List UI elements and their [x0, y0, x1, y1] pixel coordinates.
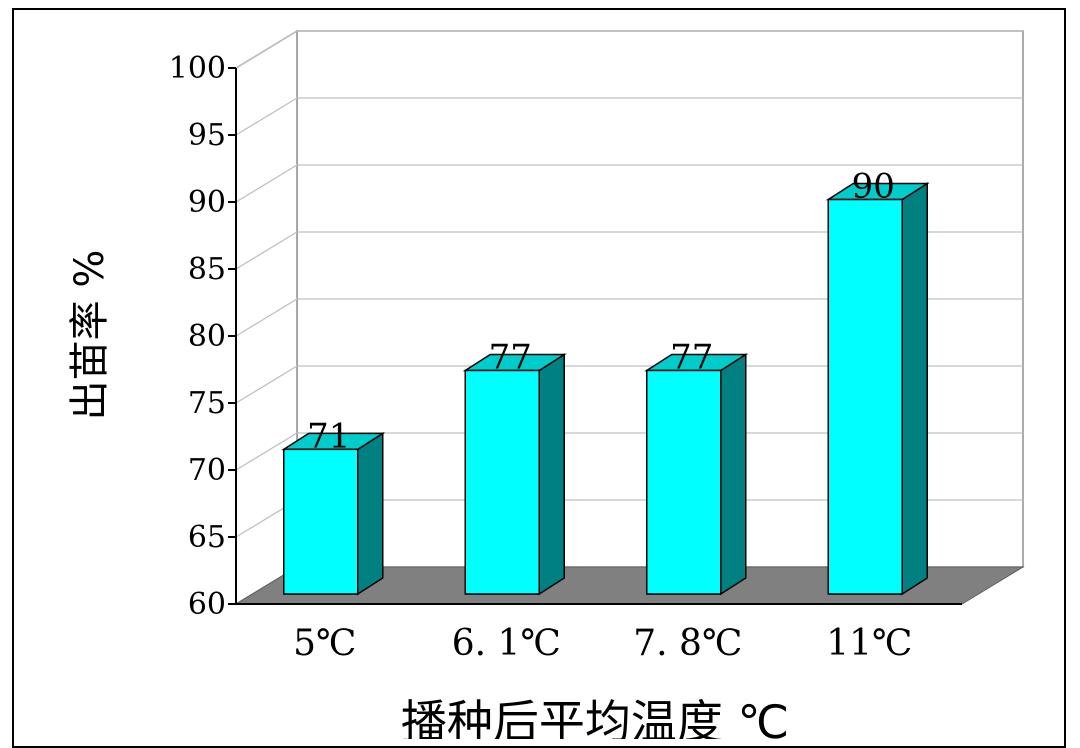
bar [644, 353, 749, 596]
y-tick-label: 70 [188, 453, 226, 488]
gridline [235, 231, 1023, 270]
bar-front [464, 369, 540, 595]
x-tick-label: 6. 1℃ [452, 623, 561, 664]
y-tick-label: 90 [188, 185, 226, 220]
gridline [235, 298, 1023, 337]
x-tick-label: 11℃ [826, 623, 912, 664]
y-tick-label: 100 [169, 51, 226, 86]
bar-front [283, 448, 359, 595]
bar [825, 182, 930, 596]
y-tick-label: 60 [188, 587, 226, 622]
bar-side [720, 353, 747, 596]
y-axis-title: 出苗率 % [67, 250, 113, 421]
bar [281, 431, 386, 596]
x-tick-label: 5℃ [293, 623, 356, 664]
gridline [235, 164, 1023, 203]
x-tick-label: 7. 8℃ [633, 623, 742, 664]
bar-front [646, 369, 722, 595]
bar-front [827, 198, 903, 595]
bars [281, 182, 930, 596]
data-label: 71 [307, 416, 350, 456]
gridline [235, 97, 1023, 136]
x-axis-ticks: 5℃ 6. 1℃ 7. 8℃ 11℃ [293, 623, 912, 664]
data-labels: 71 77 77 90 [307, 167, 895, 457]
bar [462, 353, 567, 596]
bar-side [538, 353, 565, 596]
y-tick-label: 65 [188, 520, 226, 555]
bar-side [357, 431, 384, 596]
gridline [235, 365, 1023, 404]
y-axis-ticks: 60 65 70 75 80 85 90 95 100 [169, 51, 962, 622]
y-tick-label: 80 [188, 319, 226, 354]
data-label: 77 [670, 337, 713, 377]
gridline [235, 30, 1023, 69]
y-tick-label: 95 [188, 118, 226, 153]
y-tick-label: 75 [188, 386, 226, 421]
data-label: 90 [852, 167, 895, 207]
y-tick-label: 85 [188, 252, 226, 287]
gridline [235, 432, 1023, 471]
x-axis-title: 播种后平均温度 ℃ [401, 695, 789, 739]
bar-side [901, 182, 928, 596]
data-label: 77 [489, 337, 532, 377]
